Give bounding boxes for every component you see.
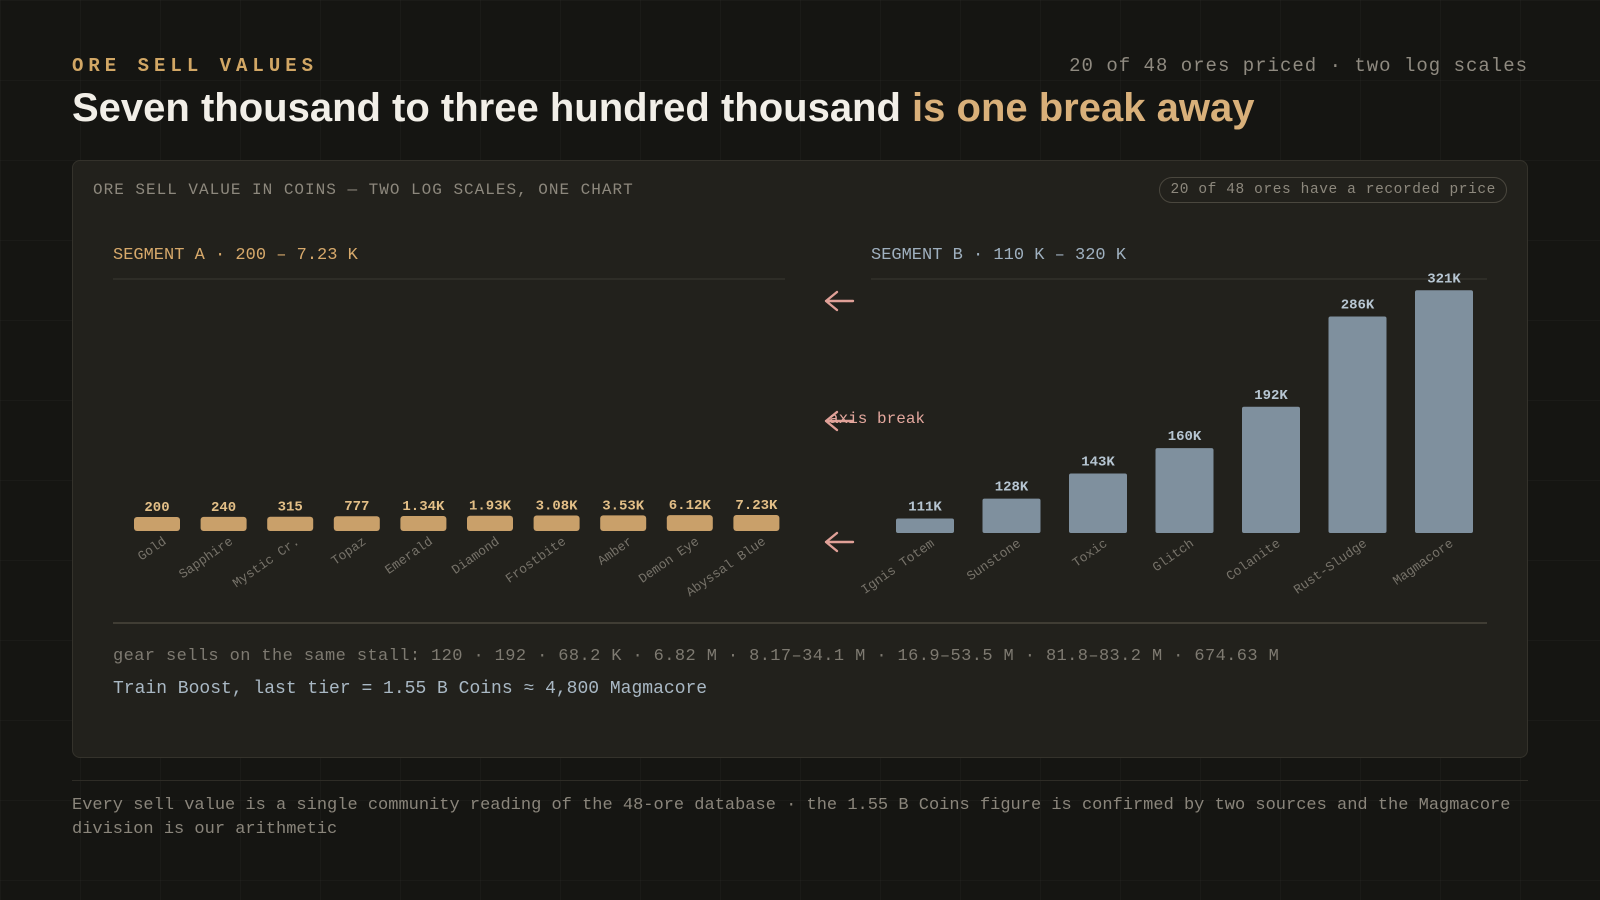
bar-magmacore — [1415, 290, 1473, 533]
value-label-magmacore: 321K — [1427, 271, 1461, 287]
category-label-sunstone: Sunstone — [964, 536, 1024, 584]
category-label-topaz: Topaz — [329, 534, 370, 569]
segment-a-label: SEGMENT A · 200 – 7.23 K — [113, 246, 359, 265]
category-label-amber: Amber — [595, 534, 636, 569]
bar-emerald — [400, 515, 447, 531]
axis-break-arrows — [824, 290, 855, 553]
left-arrow-icon — [824, 290, 855, 312]
bar-glitch — [1155, 448, 1214, 533]
value-label-demon-eye: 6.12K — [669, 498, 712, 514]
value-label-ignis-totem: 111K — [908, 499, 942, 515]
category-label-demon-eye: Demon Eye — [636, 534, 702, 587]
segment-b-label: SEGMENT B · 110 K – 320 K — [871, 246, 1127, 265]
category-label-rust-sludge: Rust-Sludge — [1291, 536, 1370, 598]
value-label-frostbite: 3.08K — [536, 498, 579, 514]
left-arrow-icon — [824, 410, 855, 432]
value-label-glitch: 160K — [1168, 429, 1202, 445]
category-label-mystic-cr: Mystic Cr. — [230, 534, 303, 591]
gear-prices-note: gear sells on the same stall: 120 · 192 … — [113, 647, 1280, 666]
bar-colanite — [1242, 406, 1300, 533]
bar-amber — [600, 515, 647, 531]
priced-badge: 20 of 48 ores have a recorded price — [1159, 177, 1507, 203]
bar-sunstone — [982, 498, 1041, 533]
category-label-emerald: Emerald — [382, 534, 435, 578]
bar-sapphire — [200, 516, 247, 531]
value-label-sunstone: 128K — [995, 480, 1029, 496]
category-label-frostbite: Frostbite — [503, 534, 569, 587]
left-arrow-icon — [824, 531, 855, 553]
footer-note: Every sell value is a single community r… — [72, 796, 1511, 839]
category-label-gold: Gold — [135, 534, 169, 564]
value-label-topaz: 777 — [344, 499, 369, 515]
value-label-toxic: 143K — [1081, 455, 1115, 471]
bar-toxic — [1069, 473, 1127, 533]
headline-main: Seven thousand to three hundred thousand — [72, 86, 913, 130]
value-label-colanite: 192K — [1254, 388, 1288, 404]
train-boost-note: Train Boost, last tier = 1.55 B Coins ≈ … — [113, 679, 708, 699]
eyebrow-label: ORE SELL VALUES — [72, 55, 319, 77]
chart-panel: ORE SELL VALUE IN COINS — TWO LOG SCALES… — [72, 160, 1528, 758]
value-label-diamond: 1.93K — [469, 499, 512, 515]
value-label-abyssal-blue: 7.23K — [735, 498, 778, 514]
value-label-emerald: 1.34K — [402, 499, 445, 515]
value-label-mystic-cr: 315 — [278, 500, 303, 516]
category-label-sapphire: Sapphire — [176, 534, 236, 582]
bar-gold — [134, 517, 180, 531]
segment-a-bars: 200 Gold 240 Sapphire 315 Mystic Cr. 777 Topaz 1… — [134, 498, 780, 600]
footer-divider — [72, 780, 1528, 781]
category-label-toxic: Toxic — [1070, 536, 1111, 571]
category-label-glitch: Glitch — [1150, 536, 1197, 575]
value-label-rust-sludge: 286K — [1341, 297, 1375, 313]
category-label-diamond: Diamond — [449, 534, 502, 578]
bar-topaz — [333, 516, 380, 531]
segment-b-bars: 111K Ignis Totem 128K Sunstone 143K Toxic 160K… — [858, 271, 1473, 598]
value-label-amber: 3.53K — [602, 498, 645, 514]
priced-count-meta: 20 of 48 ores priced · two log scales — [1069, 55, 1528, 77]
axis-break-label: axis break — [829, 410, 925, 428]
headline-accent: is one break away — [912, 86, 1255, 130]
value-label-sapphire: 240 — [211, 500, 236, 516]
category-label-ignis-totem: Ignis Totem — [858, 536, 937, 598]
category-label-magmacore: Magmacore — [1390, 536, 1456, 589]
ore-value-chart: SEGMENT A · 200 – 7.23 K SEGMENT B · 110… — [113, 246, 1487, 624]
headline: Seven thousand to three hundred thousand… — [72, 86, 1254, 131]
bar-abyssal-blue — [733, 515, 780, 531]
bar-mystic-cr — [267, 516, 314, 531]
bar-demon-eye — [666, 515, 713, 531]
bar-diamond — [467, 515, 513, 531]
bar-ignis-totem — [896, 518, 954, 533]
bar-frostbite — [533, 515, 580, 531]
chart-title: ORE SELL VALUE IN COINS — TWO LOG SCALES… — [93, 181, 634, 199]
bar-rust-sludge — [1328, 316, 1387, 533]
value-label-gold: 200 — [144, 500, 169, 516]
category-label-colanite: Colanite — [1224, 536, 1284, 584]
